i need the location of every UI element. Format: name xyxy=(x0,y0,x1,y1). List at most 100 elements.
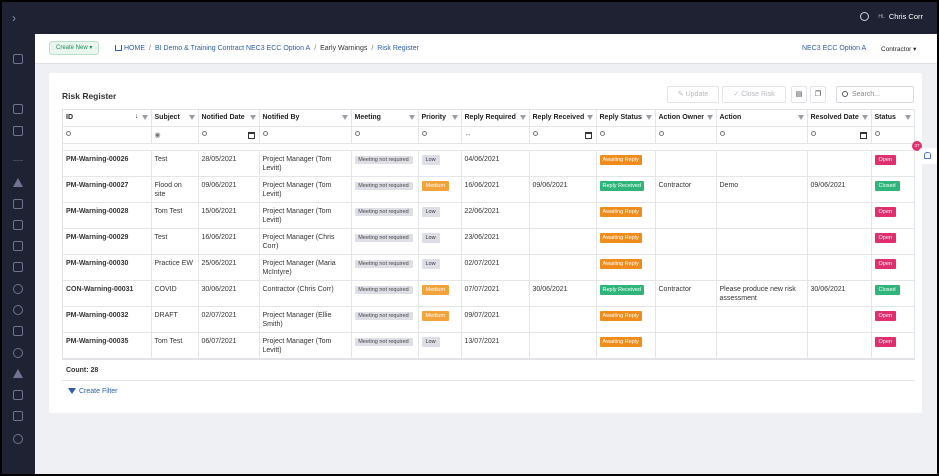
search-input[interactable]: Search... xyxy=(836,86,914,103)
notification-badge[interactable]: 37 xyxy=(912,141,922,151)
shield-icon[interactable] xyxy=(13,284,23,294)
cell-id[interactable]: PM-Warning-00030 xyxy=(63,254,152,281)
column-header[interactable]: Resolved Date xyxy=(807,110,872,127)
column-header[interactable]: Meeting xyxy=(351,110,419,127)
cell-id[interactable]: CON-Warning-00031 xyxy=(63,280,152,307)
filter-icon[interactable] xyxy=(586,115,593,120)
search-icon[interactable] xyxy=(13,348,23,358)
calendar-icon[interactable] xyxy=(584,131,592,139)
filter-icon[interactable] xyxy=(141,115,148,120)
close-risk-button[interactable]: ✓ Close Risk xyxy=(722,86,786,103)
filter-cell[interactable] xyxy=(655,126,717,144)
table-row[interactable]: PM-Warning-00030 Practice EW 25/06/2021 Pro… xyxy=(63,254,915,281)
warning-id-link[interactable]: PM-Warning-00028 xyxy=(66,207,129,215)
filter-cell[interactable] xyxy=(716,126,808,144)
badge-icon[interactable] xyxy=(13,305,23,315)
chart-icon[interactable] xyxy=(13,126,23,136)
update-button[interactable]: ✎ Update xyxy=(667,86,719,103)
filter-icon[interactable] xyxy=(861,115,868,120)
table-row[interactable]: CON-Warning-00031 COVID 30/06/2021 Contract… xyxy=(63,280,915,307)
warning-id-link[interactable]: PM-Warning-00030 xyxy=(66,259,129,267)
expand-menu-icon[interactable]: › xyxy=(12,11,16,25)
column-header[interactable]: ID ↓ xyxy=(63,110,152,127)
create-filter-link[interactable]: Create Filter xyxy=(68,388,118,395)
breadcrumb-home[interactable]: HOME xyxy=(115,44,145,52)
filter-icon[interactable] xyxy=(249,115,256,120)
cell-id[interactable]: PM-Warning-00035 xyxy=(63,332,152,359)
cell-id[interactable]: PM-Warning-00027 xyxy=(63,176,152,203)
table-row[interactable]: PM-Warning-00028 Tom Test 15/06/2021 Projec… xyxy=(63,202,915,229)
filter-cell[interactable] xyxy=(871,126,915,144)
filter-icon[interactable] xyxy=(645,115,652,120)
columns-icon[interactable]: ❐ xyxy=(810,86,826,103)
cell-id[interactable]: PM-Warning-00028 xyxy=(63,202,152,229)
filter-cell[interactable] xyxy=(529,126,597,144)
cell-id[interactable]: PM-Warning-00026 xyxy=(63,150,152,177)
filter-icon[interactable] xyxy=(408,115,415,120)
warning-id-link[interactable]: PM-Warning-00032 xyxy=(66,311,129,319)
monitor-icon[interactable] xyxy=(13,104,23,114)
home-icon[interactable] xyxy=(13,54,23,64)
alert-icon[interactable] xyxy=(13,369,23,378)
breadcrumb-early-warnings[interactable]: Early Warnings xyxy=(320,44,368,52)
column-header[interactable]: Notified Date xyxy=(198,110,260,127)
column-header[interactable]: Reply Status xyxy=(596,110,656,127)
table-row[interactable]: PM-Warning-00032 DRAFT 02/07/2021 Project M… xyxy=(63,306,915,333)
list-icon[interactable] xyxy=(13,241,23,251)
warning-id-link[interactable]: PM-Warning-00035 xyxy=(66,337,129,345)
calendar-icon[interactable] xyxy=(247,131,255,139)
tag-icon[interactable] xyxy=(13,326,23,336)
warning-id-link[interactable]: CON-Warning-00031 xyxy=(66,285,134,293)
warning-id-link[interactable]: PM-Warning-00026 xyxy=(66,155,129,163)
filter-cell[interactable] xyxy=(351,126,419,144)
column-header[interactable]: Subject xyxy=(151,110,199,127)
contract-option-link[interactable]: NEC3 ECC Option A xyxy=(802,45,867,52)
calendar-icon[interactable] xyxy=(859,131,867,139)
column-header[interactable]: Priority xyxy=(418,110,462,127)
filter-cell[interactable] xyxy=(198,126,260,144)
cell-id[interactable]: PM-Warning-00032 xyxy=(63,306,152,333)
create-new-button[interactable]: Create New ▾ xyxy=(49,41,100,55)
filter-cell[interactable]: ↔ xyxy=(461,126,530,144)
warning-id-link[interactable]: PM-Warning-00027 xyxy=(66,181,129,189)
column-header[interactable]: Action Owner xyxy=(655,110,717,127)
copy-icon[interactable] xyxy=(13,411,23,421)
table-row[interactable]: PM-Warning-00027 Flood on site 09/06/2021 P… xyxy=(63,176,915,203)
filter-icon[interactable] xyxy=(797,115,804,120)
column-header[interactable]: Reply Received xyxy=(529,110,597,127)
table-row[interactable]: PM-Warning-00035 Tom Test 06/07/2021 Projec… xyxy=(63,332,915,359)
column-header[interactable]: Status xyxy=(871,110,915,127)
form-icon[interactable] xyxy=(13,220,23,230)
document-icon[interactable] xyxy=(13,199,23,209)
cell-id[interactable]: PM-Warning-00029 xyxy=(63,228,152,255)
warning-icon[interactable] xyxy=(13,178,23,187)
flag-icon[interactable] xyxy=(13,262,23,272)
filter-cell[interactable] xyxy=(259,126,352,144)
filter-icon[interactable] xyxy=(451,115,458,120)
table-row[interactable]: PM-Warning-00026 Test 28/05/2021 Project Ma… xyxy=(63,150,915,177)
column-header[interactable]: Reply Required xyxy=(461,110,530,127)
help-icon[interactable] xyxy=(13,434,23,444)
notifications-icon[interactable] xyxy=(860,12,869,21)
filter-icon[interactable] xyxy=(341,115,348,120)
breadcrumb-contract[interactable]: BI Demo & Training Contract NEC3 ECC Opt… xyxy=(154,44,311,52)
report-icon[interactable] xyxy=(13,390,23,400)
filter-cell[interactable] xyxy=(418,126,462,144)
filter-cell[interactable] xyxy=(596,126,656,144)
filter-icon[interactable] xyxy=(904,115,911,120)
filter-cell[interactable] xyxy=(63,126,152,144)
warning-id-link[interactable]: PM-Warning-00029 xyxy=(66,233,129,241)
role-dropdown[interactable]: Contractor ▾ xyxy=(881,46,917,53)
export-icon[interactable]: ▤ xyxy=(791,86,807,103)
filter-cell[interactable] xyxy=(807,126,872,144)
user-menu[interactable]: HL Chris Corr xyxy=(878,12,923,21)
sort-icon[interactable]: ↓ xyxy=(135,113,139,120)
filter-icon[interactable] xyxy=(706,115,713,120)
column-header[interactable]: Action xyxy=(716,110,808,127)
table-row[interactable]: PM-Warning-00029 Test 16/06/2021 Project Ma… xyxy=(63,228,915,255)
filter-icon[interactable] xyxy=(188,115,195,120)
filter-icon[interactable] xyxy=(519,115,526,120)
column-header[interactable]: Notified By xyxy=(259,110,352,127)
side-notification-tab[interactable] xyxy=(919,148,937,164)
filter-cell[interactable]: ◉ xyxy=(151,126,199,144)
